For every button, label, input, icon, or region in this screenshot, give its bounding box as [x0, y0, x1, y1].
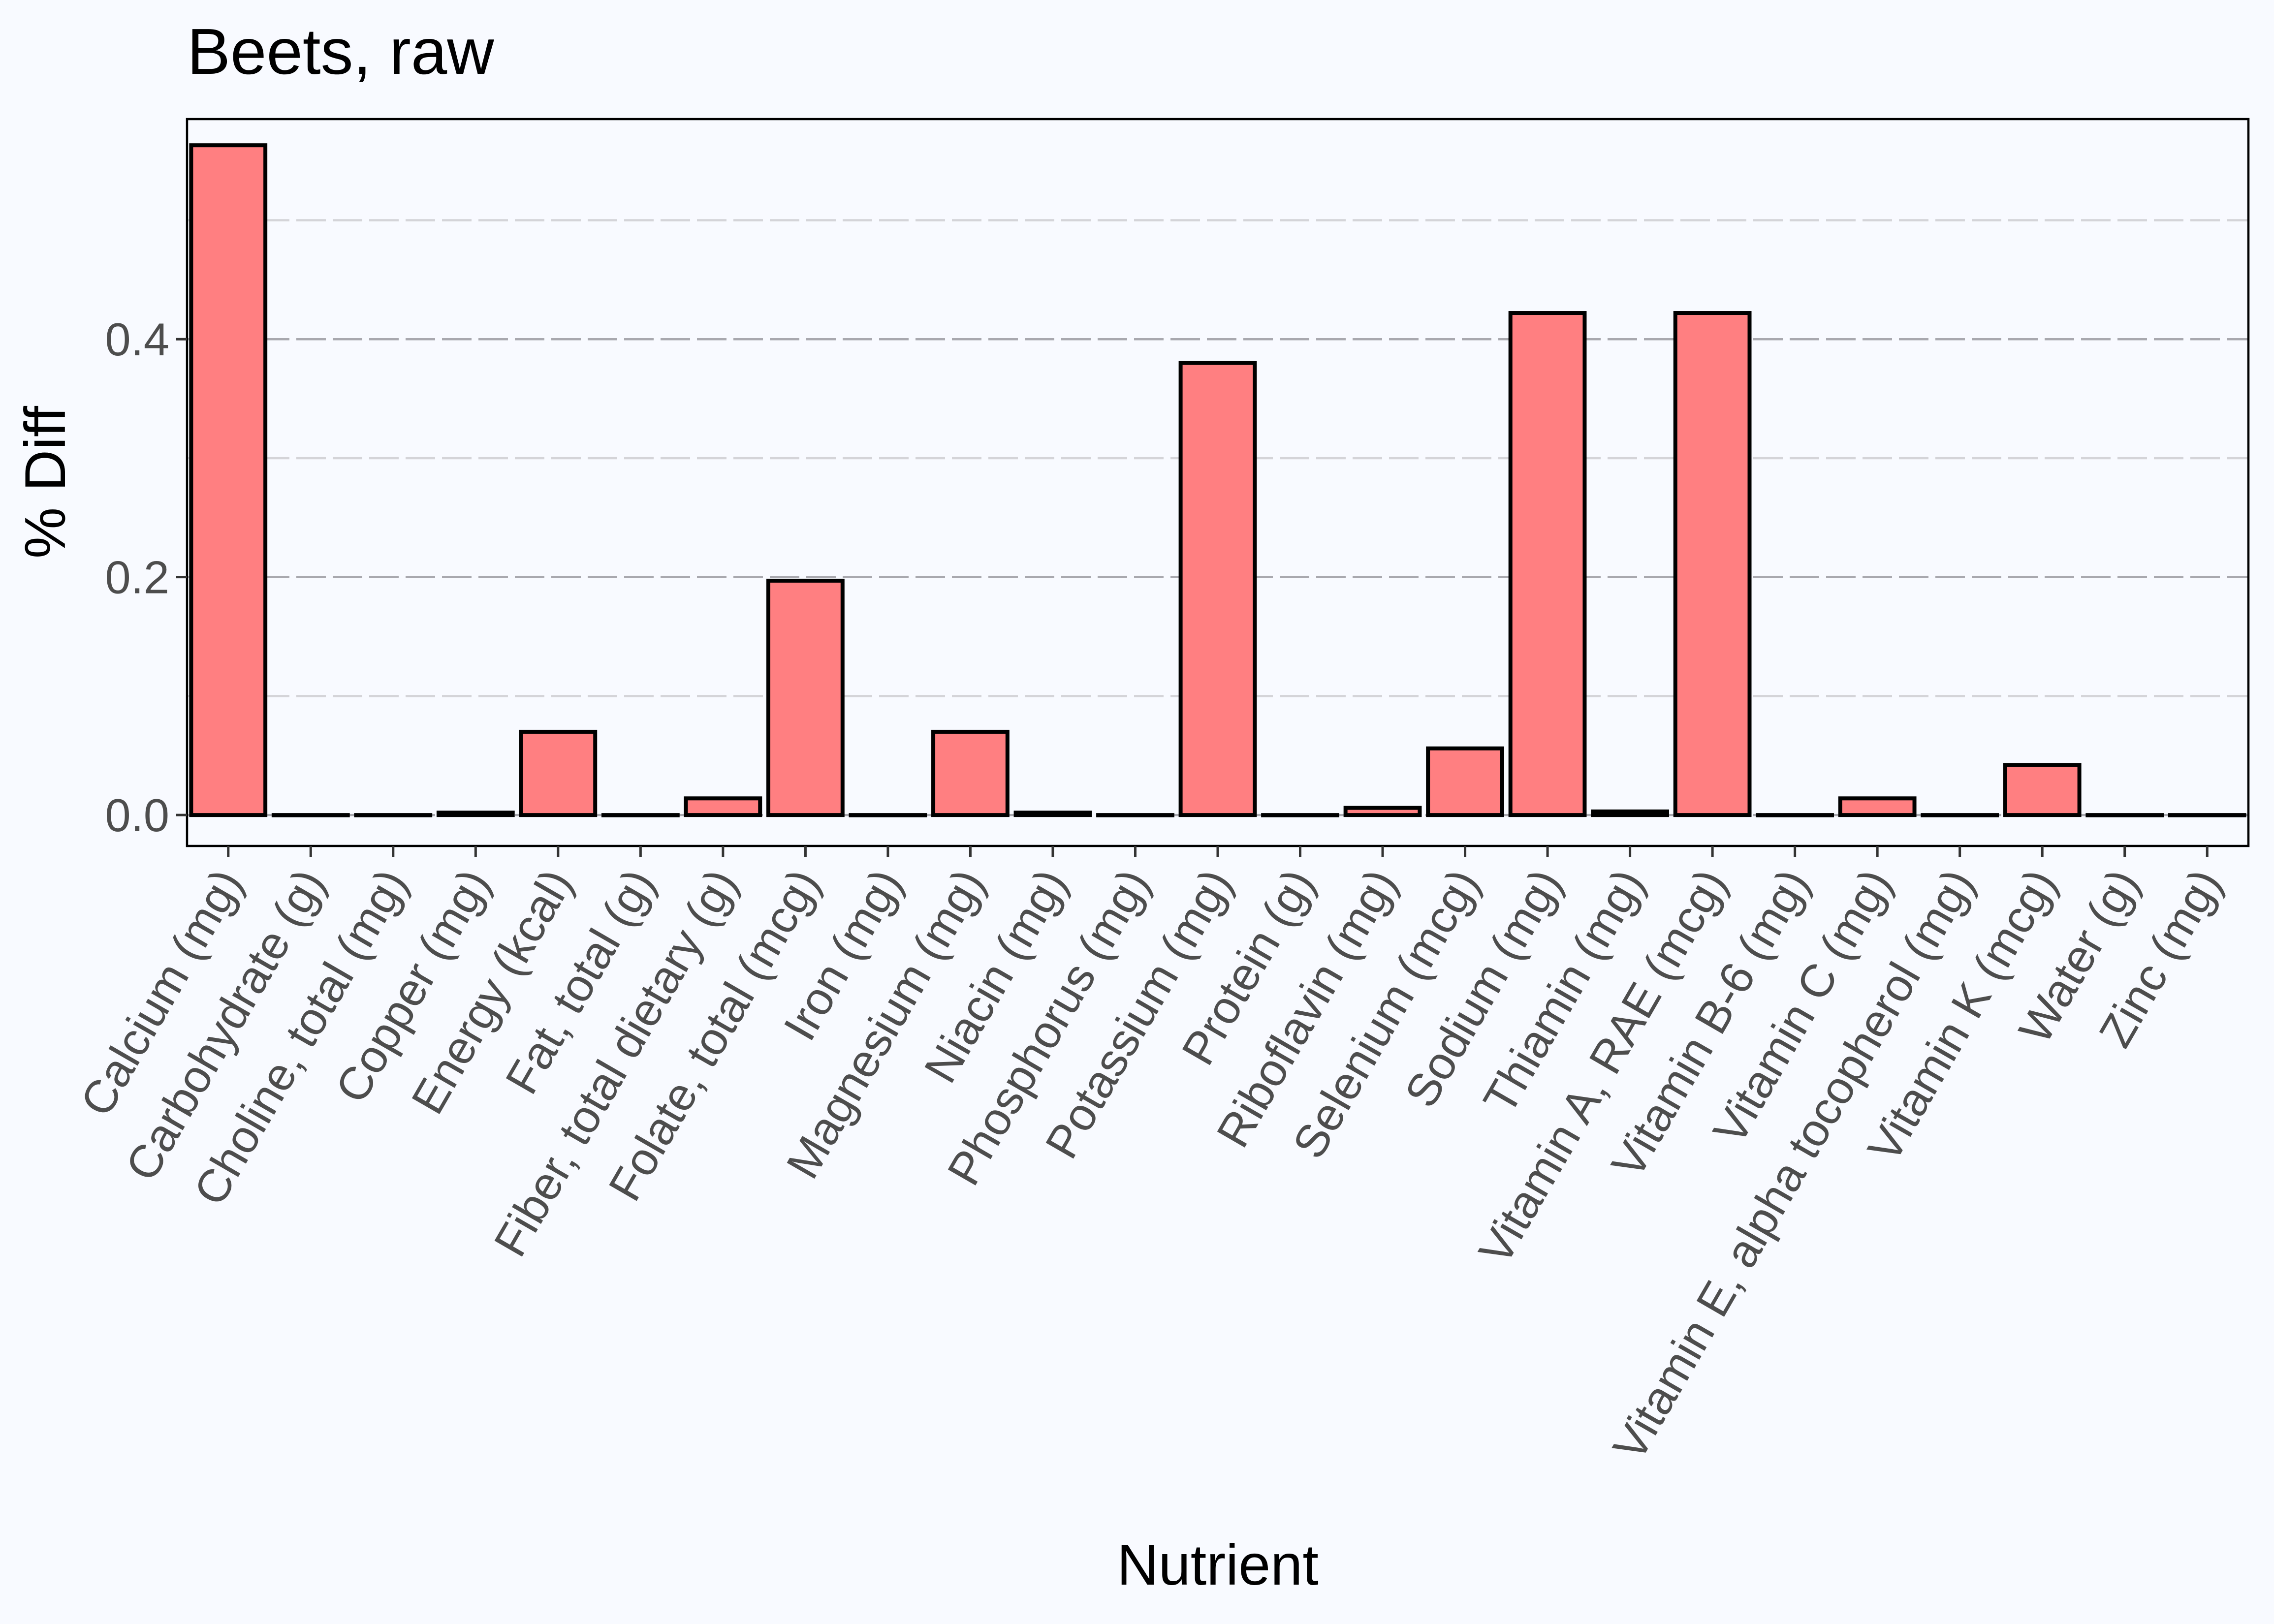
- bar: [1838, 796, 1917, 817]
- bar: [684, 796, 762, 817]
- y-tick-label: 0.4: [105, 313, 169, 365]
- x-axis-title: Nutrient: [1117, 1532, 1319, 1597]
- bar: [931, 729, 1010, 817]
- y-axis-title: % Diff: [13, 406, 77, 559]
- y-tick-label: 0.0: [105, 789, 169, 841]
- bar: [1508, 311, 1587, 817]
- bar: [2003, 763, 2082, 817]
- bar: [1591, 809, 1669, 817]
- bars: [189, 143, 2246, 817]
- bar: [766, 578, 845, 817]
- bar: [189, 143, 268, 817]
- bar: [1343, 806, 1422, 817]
- y-tick-label: 0.2: [105, 552, 169, 603]
- x-axis: Calcium (mg)Carbohydrate (g)Choline, tot…: [70, 846, 2232, 1469]
- bar: [436, 811, 515, 817]
- y-axis: 0.0 0.2 0.4: [105, 313, 187, 841]
- chart-title: Beets, raw: [187, 15, 494, 88]
- bar: [519, 729, 598, 817]
- bar: [1013, 811, 1092, 817]
- bar: [1178, 361, 1257, 817]
- bar: [1426, 746, 1504, 817]
- bar: [1673, 311, 1752, 817]
